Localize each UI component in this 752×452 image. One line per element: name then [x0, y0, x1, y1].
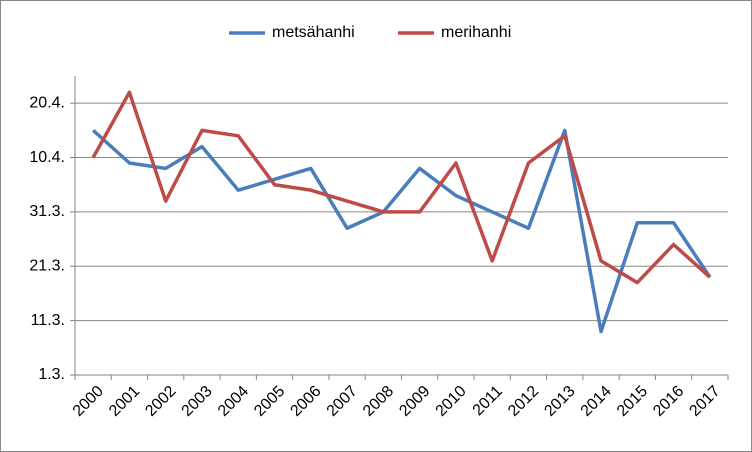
y-tick-label: 31.3. — [29, 203, 65, 220]
legend-label: metsähanhi — [272, 24, 355, 41]
y-tick-label: 1.3. — [38, 366, 65, 383]
y-tick-label: 10.4. — [29, 149, 65, 166]
y-tick-label: 20.4. — [29, 94, 65, 111]
y-tick-label: 11.3. — [31, 312, 65, 329]
legend-label: merihanhi — [441, 24, 511, 41]
line-series — [91, 128, 712, 334]
line-series — [91, 90, 712, 285]
y-tick-label: 21.3. — [29, 257, 65, 274]
